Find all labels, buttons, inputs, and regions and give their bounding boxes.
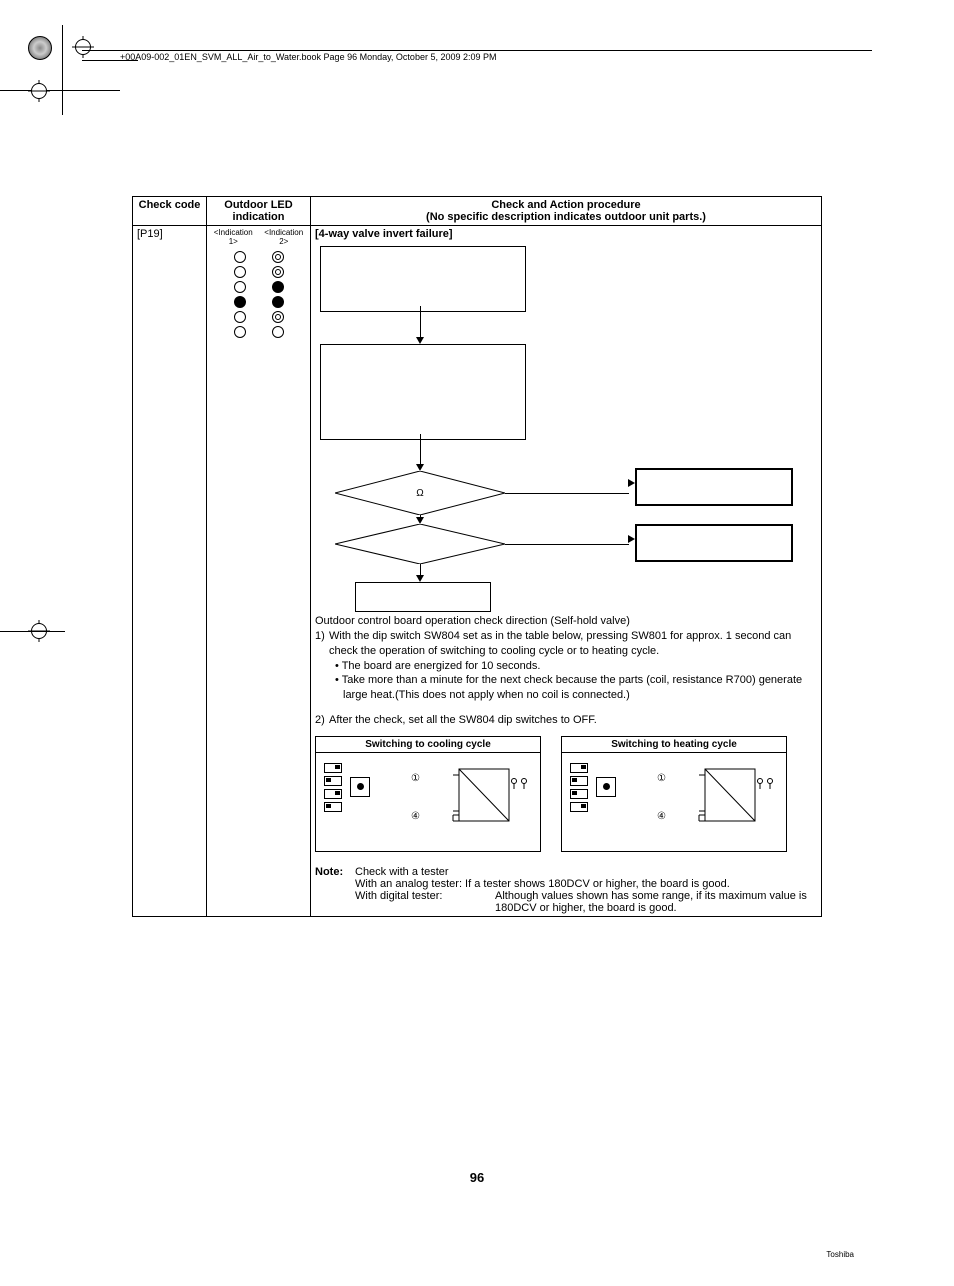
flow-node-r1 xyxy=(635,468,793,506)
procedure-text: Outdoor control board operation check di… xyxy=(315,614,817,728)
led-symbol-double xyxy=(272,266,284,278)
push-button-heat xyxy=(596,777,616,797)
circled-4-cool: ④ xyxy=(411,811,420,822)
dip-cooling xyxy=(324,763,342,812)
dip-switch-3 xyxy=(324,789,342,799)
led-symbol-hollow xyxy=(234,251,246,263)
led-symbol-filled xyxy=(234,296,246,308)
step1-bullet2: • Take more than a minute for the next c… xyxy=(329,673,817,703)
flow-node-n1 xyxy=(320,246,526,312)
header-rule xyxy=(82,50,872,51)
note-analog: With an analog tester: If a tester shows… xyxy=(315,878,817,890)
cell-procedure: [4-way valve invert failure] Ω Outdoor c… xyxy=(311,226,822,917)
dip-switch-2 xyxy=(570,776,588,786)
led-symbol-hollow xyxy=(272,326,284,338)
flow-node-n4 xyxy=(335,524,505,564)
led-symbol-list xyxy=(211,246,306,343)
content-frame: Check code Outdoor LED indication Check … xyxy=(132,196,822,917)
panel-cooling-title: Switching to cooling cycle xyxy=(316,737,540,753)
led-sub1: <Indication 1> xyxy=(211,228,256,246)
step2-text: After the check, set all the SW804 dip s… xyxy=(329,713,597,728)
header-trail: +00A09-002_01EN_SVM_ALL_Air_to_Water.boo… xyxy=(120,52,497,62)
circled-4-heat: ④ xyxy=(657,811,666,822)
proc-intro: Outdoor control board operation check di… xyxy=(315,614,817,629)
note-digital-key: With digital tester: xyxy=(355,890,495,914)
step1-lead: 1) xyxy=(315,629,329,703)
step1-text: With the dip switch SW804 set as in the … xyxy=(329,629,817,659)
led-sub2: <Indication 2> xyxy=(262,228,307,246)
flow-node-n3: Ω xyxy=(335,471,505,515)
led-symbol-hollow xyxy=(234,326,246,338)
switch-panels: Switching to cooling cycle ① ④ xyxy=(315,736,817,852)
th-check-action: Check and Action procedure (No specific … xyxy=(311,197,822,226)
led-symbol-filled xyxy=(272,281,284,293)
note-digital-val: Although values shown has some range, if… xyxy=(495,890,817,914)
chip-cool xyxy=(437,759,532,829)
dip-switch-1 xyxy=(324,763,342,773)
dip-switch-4 xyxy=(324,802,342,812)
chip-heat xyxy=(683,759,778,829)
dip-switch-3 xyxy=(570,789,588,799)
section-title: [4-way valve invert failure] xyxy=(315,228,817,240)
note-line1: Check with a tester xyxy=(355,866,449,878)
troubleshoot-table: Check code Outdoor LED indication Check … xyxy=(132,196,822,917)
flow-node-n5 xyxy=(355,582,491,612)
flow-node-n2 xyxy=(320,344,526,440)
step1-bullet1: • The board are energized for 10 seconds… xyxy=(329,659,817,674)
th-check-action-line2: (No specific description indicates outdo… xyxy=(315,211,817,223)
dip-switch-4 xyxy=(570,802,588,812)
step2-lead: 2) xyxy=(315,713,329,728)
cell-check-code: [P19] xyxy=(133,226,207,917)
th-check-code: Check code xyxy=(133,197,207,226)
push-button-cool xyxy=(350,777,370,797)
led-symbol-filled xyxy=(272,296,284,308)
led-symbol-double xyxy=(272,311,284,323)
note-label: Note: xyxy=(315,866,355,878)
cell-led: <Indication 1> <Indication 2> xyxy=(207,226,311,917)
th-outdoor-led: Outdoor LED indication xyxy=(207,197,311,226)
circled-1-heat: ① xyxy=(657,773,666,784)
footer-brand: Toshiba xyxy=(826,1250,854,1259)
led-symbol-hollow xyxy=(234,311,246,323)
panel-heating: Switching to heating cycle ① ④ xyxy=(561,736,787,852)
note-block: Note: Check with a tester With an analog… xyxy=(315,866,817,914)
panel-cooling: Switching to cooling cycle ① ④ xyxy=(315,736,541,852)
circled-1-cool: ① xyxy=(411,773,420,784)
page-number: 96 xyxy=(470,1170,484,1185)
th-check-action-line1: Check and Action procedure xyxy=(315,199,817,211)
flow-node-r2 xyxy=(635,524,793,562)
flowchart: Ω xyxy=(315,246,817,606)
led-symbol-double xyxy=(272,251,284,263)
dip-switch-1 xyxy=(570,763,588,773)
dip-heating xyxy=(570,763,588,812)
dip-switch-2 xyxy=(324,776,342,786)
led-symbol-hollow xyxy=(234,281,246,293)
led-symbol-hollow xyxy=(234,266,246,278)
panel-heating-title: Switching to heating cycle xyxy=(562,737,786,753)
